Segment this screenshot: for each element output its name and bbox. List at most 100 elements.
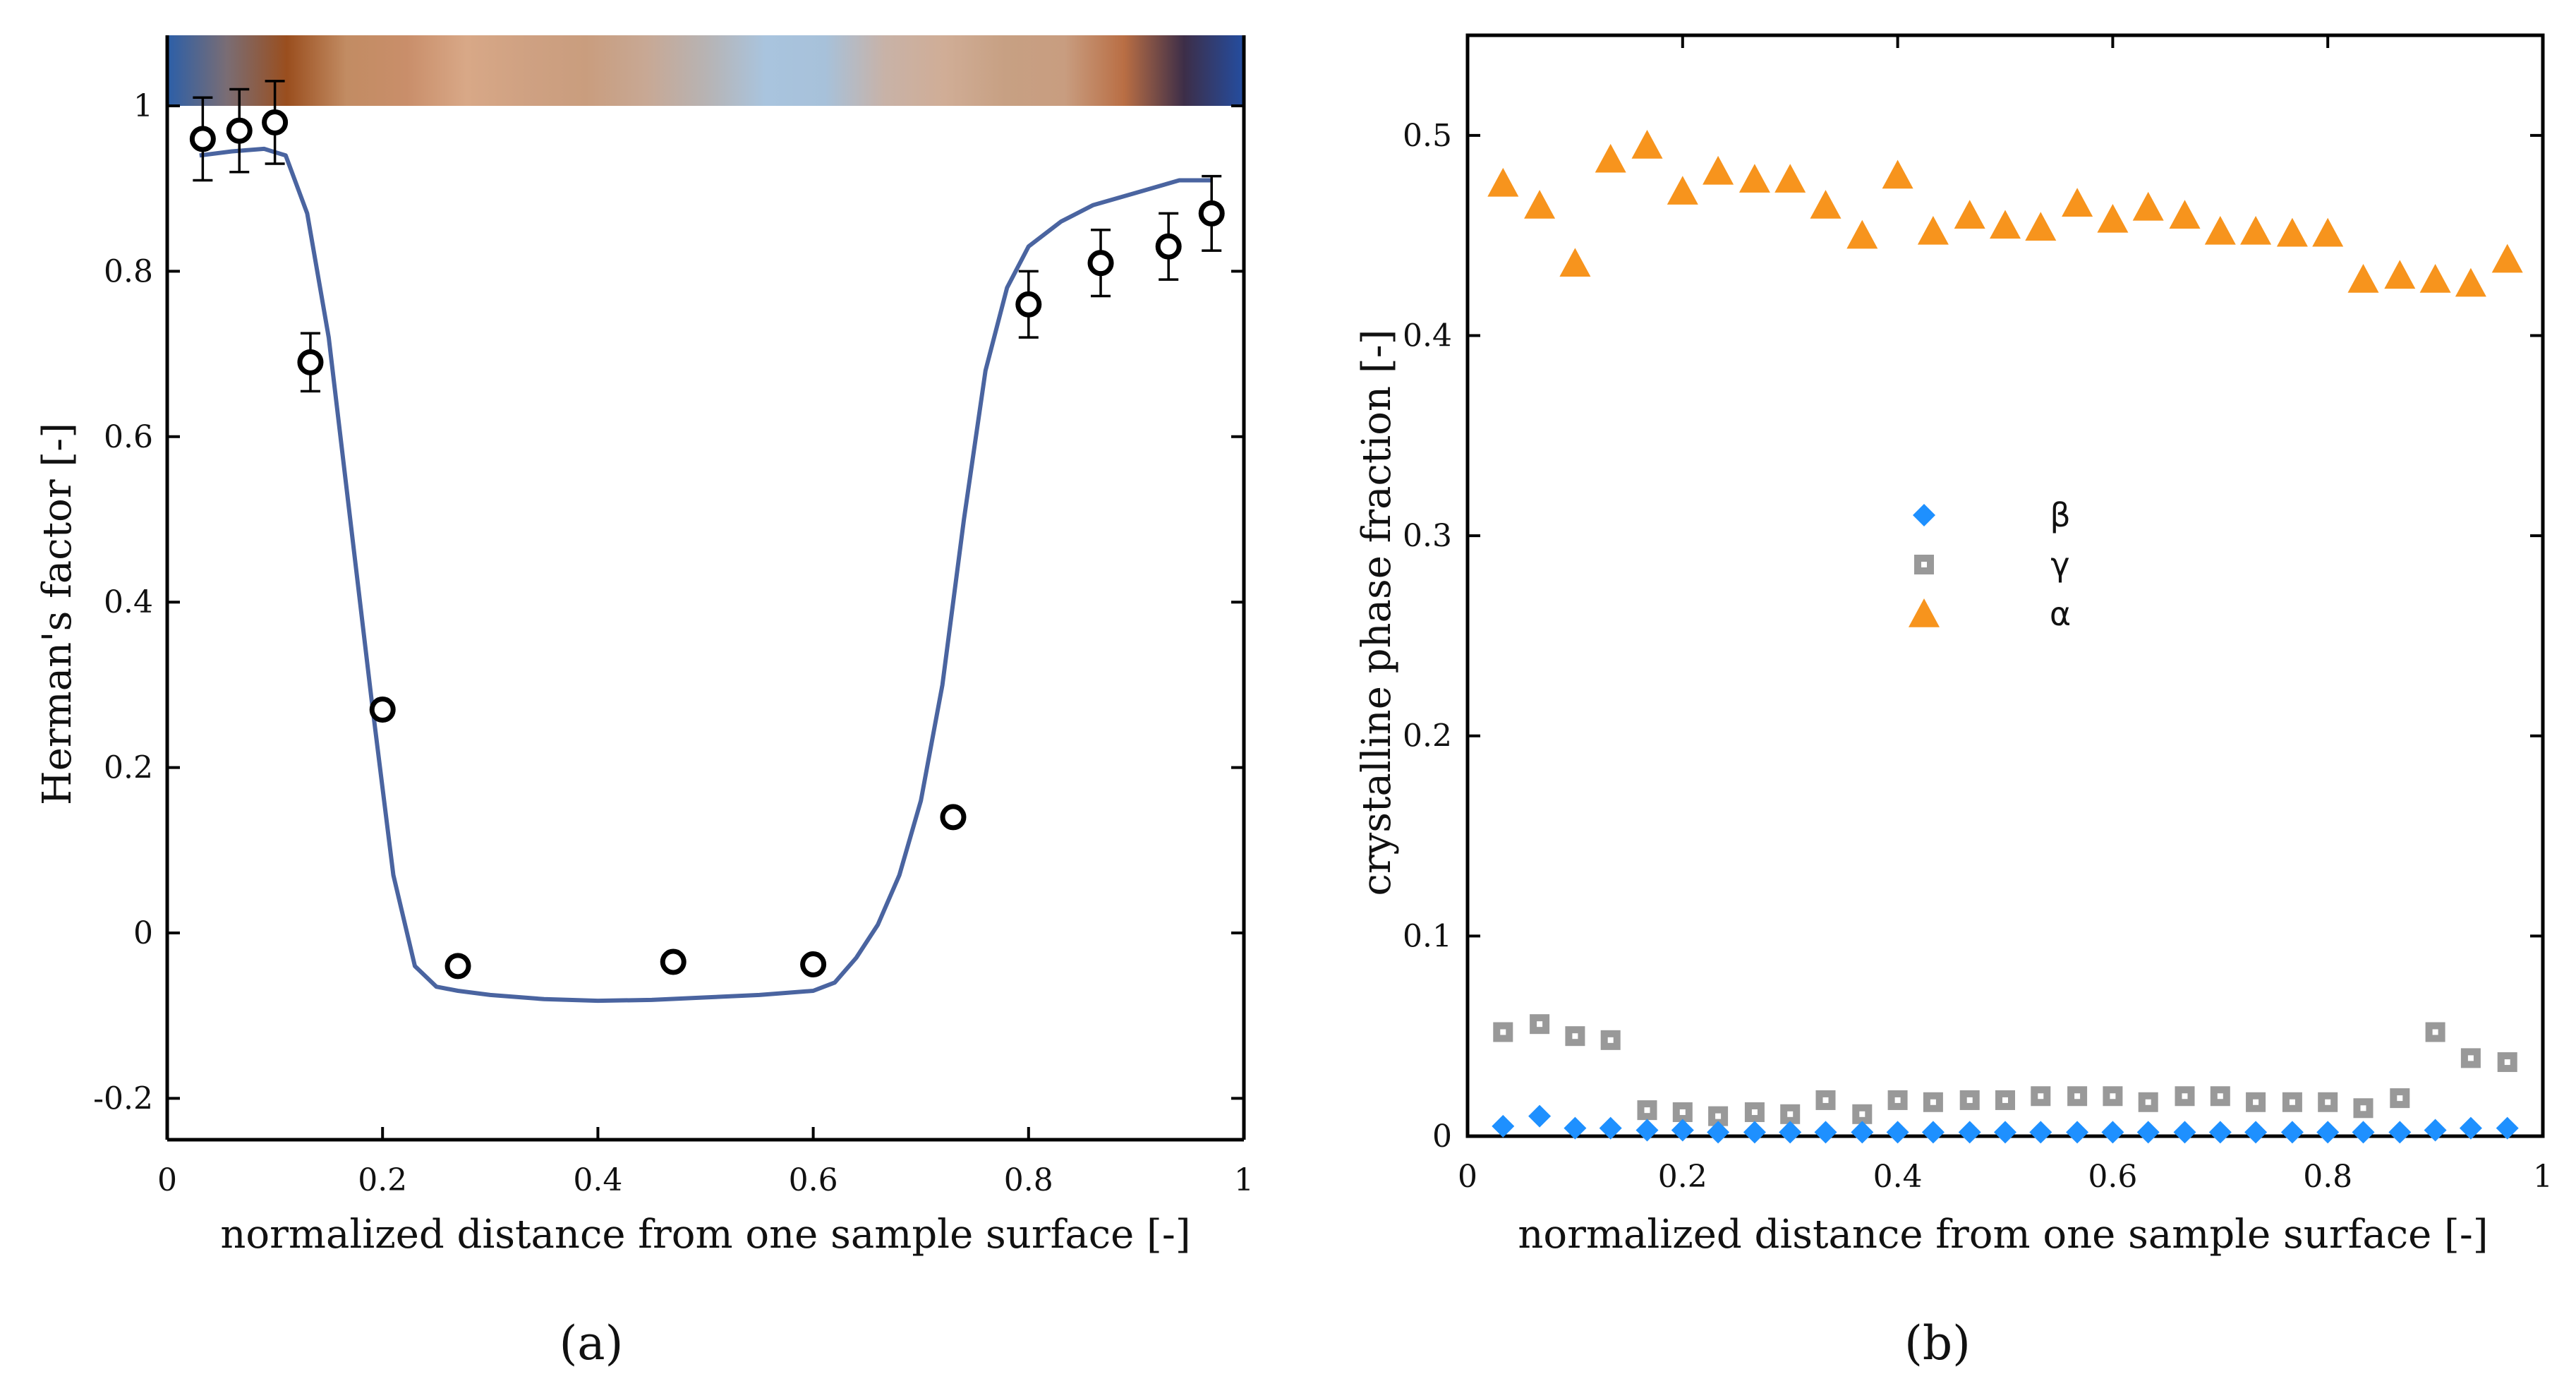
alpha-point bbox=[2025, 212, 2057, 241]
beta-point bbox=[1994, 1121, 2016, 1144]
gamma-point-center bbox=[2432, 1029, 2438, 1035]
beta-point bbox=[1707, 1121, 1730, 1144]
panel-a-label: (a) bbox=[560, 1316, 624, 1370]
gamma-point bbox=[1672, 1102, 1693, 1122]
gamma-point-center bbox=[1572, 1033, 1578, 1040]
legend-alpha-label: α bbox=[2050, 595, 2071, 633]
panel-a-marks bbox=[189, 80, 1225, 1004]
measured-point bbox=[800, 951, 827, 978]
alpha-point bbox=[1667, 176, 1698, 205]
panel-a-axes: 0 0.2 0.4 0.6 0.8 1 -0.2 0 0.2 0.4 0.6 0.8 1 bbox=[93, 35, 1254, 1198]
alpha-point bbox=[1595, 143, 1626, 173]
panel-a-x-tick-label: 0.8 bbox=[1004, 1162, 1053, 1198]
panel-b-legend: βγα bbox=[1909, 496, 2071, 633]
panel-b-y-tick-label: 0.1 bbox=[1403, 918, 1452, 954]
beta-point bbox=[2352, 1121, 2375, 1144]
gamma-point-center bbox=[2217, 1093, 2223, 1099]
alpha-point bbox=[2491, 243, 2523, 273]
beta-point bbox=[1886, 1121, 1909, 1144]
gamma-point-center bbox=[1966, 1097, 1973, 1103]
gamma-point bbox=[1959, 1090, 1980, 1110]
beta-point bbox=[1851, 1121, 1874, 1144]
measured-point bbox=[226, 117, 253, 144]
gamma-point bbox=[2246, 1092, 2266, 1112]
gamma-point bbox=[1565, 1026, 1585, 1047]
panel-b-x-tick-label: 0 bbox=[1458, 1159, 1477, 1195]
gamma-point-center bbox=[2360, 1105, 2366, 1111]
panel-a-y-tick-label: 0.8 bbox=[104, 253, 153, 289]
beta-point bbox=[2173, 1121, 2196, 1144]
gamma-point bbox=[2210, 1086, 2230, 1107]
gamma-point-center bbox=[2145, 1099, 2151, 1105]
measured-point bbox=[1198, 200, 1225, 227]
beta-point bbox=[1564, 1116, 1587, 1140]
panel-b-y-tick-label: 0 bbox=[1432, 1119, 1452, 1155]
gamma-point-center bbox=[2253, 1099, 2259, 1105]
alpha-point bbox=[2132, 191, 2164, 221]
alpha-point bbox=[1882, 159, 1913, 189]
panel-b-x-tick-label: 0.6 bbox=[2088, 1159, 2137, 1195]
alpha-point bbox=[1739, 164, 1770, 193]
alpha-point bbox=[2062, 188, 2093, 217]
legend-beta-label: β bbox=[2050, 496, 2070, 534]
panel-b-frame bbox=[1465, 33, 2545, 1138]
gamma-point bbox=[2103, 1086, 2123, 1107]
gamma-point-center bbox=[2325, 1099, 2331, 1105]
panel-a-y-tick-label: 1 bbox=[133, 88, 153, 124]
alpha-point bbox=[2169, 200, 2201, 229]
gamma-point-center bbox=[1715, 1113, 1722, 1119]
beta-point bbox=[2424, 1119, 2447, 1142]
alpha-point bbox=[1559, 248, 1591, 277]
gamma-point-center bbox=[1751, 1109, 1758, 1115]
alpha-point bbox=[1810, 190, 1842, 219]
panel-a-y-tick-label: 0.4 bbox=[104, 584, 153, 620]
gamma-point bbox=[1744, 1102, 1765, 1122]
gamma-point bbox=[1530, 1014, 1550, 1035]
gamma-point-center bbox=[1894, 1097, 1901, 1103]
gamma-point bbox=[1815, 1090, 1836, 1110]
simulation-line bbox=[199, 146, 1212, 1004]
gamma-point-center bbox=[2467, 1055, 2474, 1061]
panel-b-x-tick-label: 0.8 bbox=[2303, 1159, 2352, 1195]
alpha-point bbox=[2240, 215, 2272, 245]
gamma-point bbox=[2425, 1022, 2445, 1042]
measured-point bbox=[445, 953, 471, 980]
measured-point bbox=[369, 697, 396, 723]
alpha-point bbox=[2455, 267, 2486, 297]
beta-point bbox=[1921, 1121, 1945, 1144]
gamma-point bbox=[2318, 1092, 2338, 1112]
gamma-point-center bbox=[2397, 1095, 2403, 1102]
gamma-point bbox=[2067, 1086, 2088, 1107]
panel-a-x-tick-label: 0 bbox=[157, 1162, 177, 1198]
beta-point bbox=[2316, 1121, 2340, 1144]
legend-alpha-marker bbox=[1909, 598, 1940, 627]
legend-gamma-marker bbox=[1914, 555, 1934, 574]
beta-point bbox=[2136, 1121, 2160, 1144]
measured-point bbox=[297, 349, 324, 375]
gamma-point-center bbox=[1679, 1109, 1686, 1115]
gamma-point-center bbox=[2182, 1093, 2188, 1099]
beta-point bbox=[2208, 1121, 2232, 1144]
beta-point bbox=[1599, 1116, 1622, 1140]
legend-gamma-marker-center bbox=[1921, 562, 1927, 567]
alpha-point bbox=[1487, 167, 1519, 197]
gamma-point bbox=[1852, 1104, 1873, 1124]
gamma-point bbox=[1780, 1104, 1801, 1124]
beta-point bbox=[1779, 1121, 1802, 1144]
alpha-point bbox=[1846, 219, 1878, 249]
alpha-point bbox=[1917, 215, 1949, 245]
panel-a-chart: 0 0.2 0.4 0.6 0.8 1 -0.2 0 0.2 0.4 0.6 0.8 1 normali… bbox=[35, 35, 1254, 1370]
gamma-point bbox=[2353, 1098, 2374, 1119]
panel-a-x-tick-label: 1 bbox=[1234, 1162, 1254, 1198]
alpha-point bbox=[1774, 164, 1806, 193]
gamma-point bbox=[2138, 1092, 2158, 1112]
beta-point bbox=[2388, 1121, 2412, 1144]
gamma-point bbox=[2175, 1086, 2195, 1107]
beta-point bbox=[2496, 1116, 2519, 1140]
alpha-point bbox=[1703, 155, 1734, 185]
panel-a-y-tick-label: 0.2 bbox=[104, 750, 153, 786]
beta-point bbox=[2029, 1121, 2052, 1144]
panel-a-y-tick-label: -0.2 bbox=[93, 1080, 153, 1116]
gamma-point bbox=[2497, 1052, 2517, 1073]
